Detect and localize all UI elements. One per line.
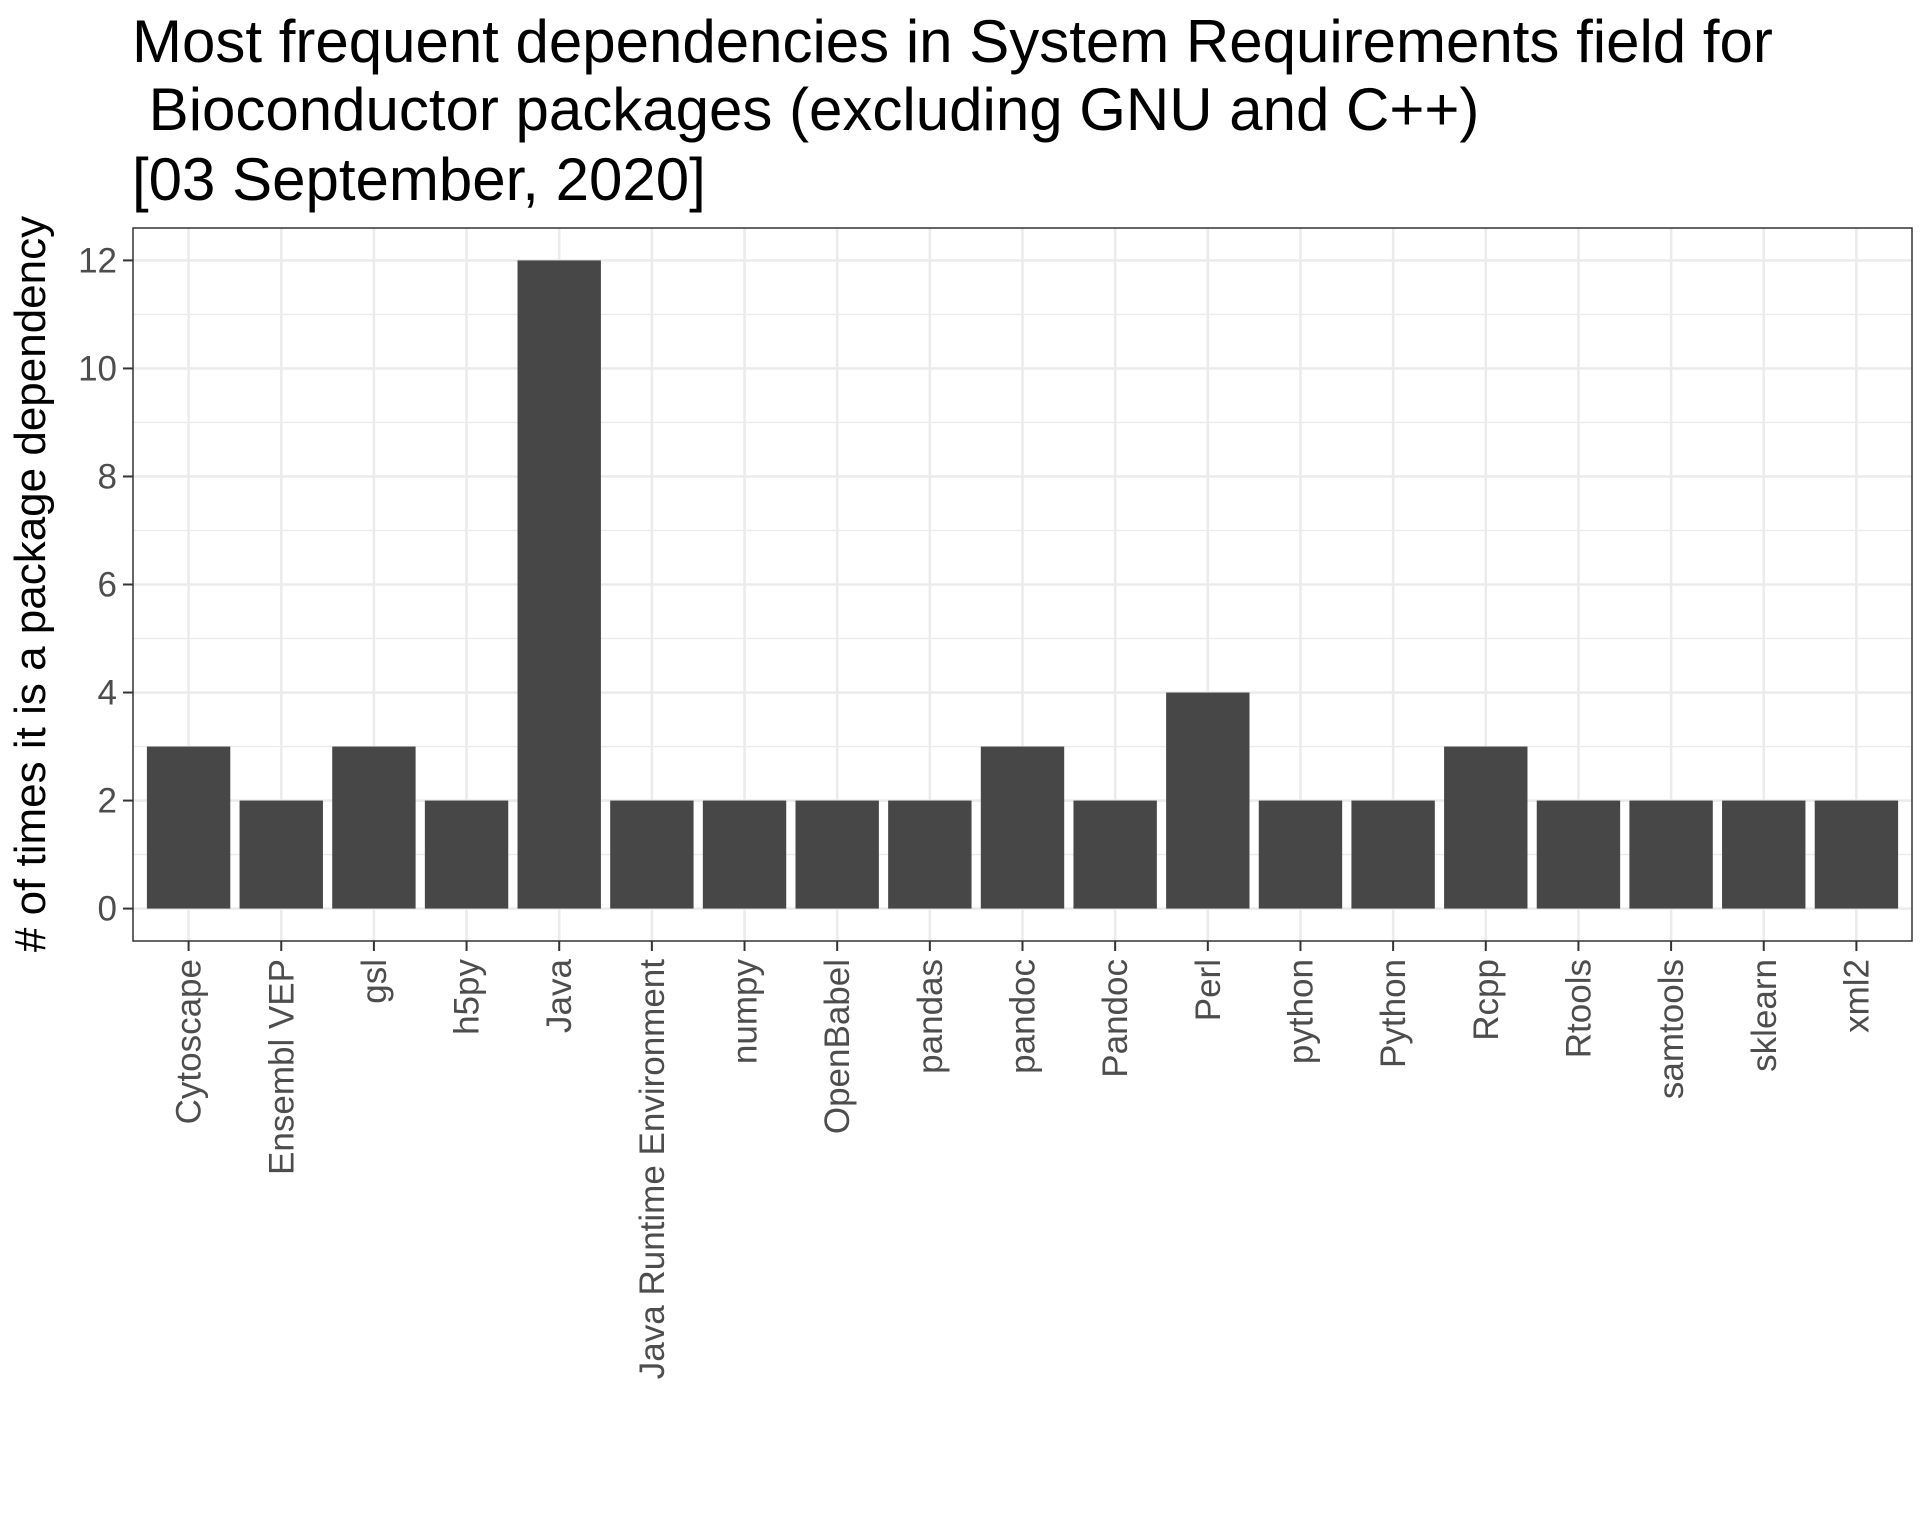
x-tick-label: Rcpp xyxy=(1467,959,1506,1041)
bar xyxy=(517,260,601,909)
y-tick-label: 6 xyxy=(98,566,117,605)
x-tick-label: numpy xyxy=(726,959,765,1065)
bar xyxy=(1629,800,1713,909)
x-tick-label: pandoc xyxy=(1004,959,1043,1074)
y-axis-label: # of times it is a package dependency xyxy=(6,216,55,952)
bar xyxy=(1166,692,1250,909)
bar xyxy=(1444,746,1528,909)
x-tick-label: Ensembl VEP xyxy=(262,959,301,1175)
x-tick-label: python xyxy=(1281,959,1320,1064)
bar xyxy=(1351,800,1435,909)
x-tick-label: Perl xyxy=(1189,959,1228,1021)
x-tick-label: Java xyxy=(540,958,579,1032)
bar xyxy=(1073,800,1157,909)
x-tick-label: Rtools xyxy=(1559,959,1598,1058)
x-tick-label: Java Runtime Environment xyxy=(633,959,672,1379)
y-tick-label: 8 xyxy=(98,457,117,496)
bar xyxy=(1814,800,1899,909)
x-tick-label: samtools xyxy=(1652,959,1691,1099)
bar xyxy=(610,800,694,909)
x-tick-label: OpenBabel xyxy=(818,959,857,1134)
bar xyxy=(702,800,787,909)
bar xyxy=(332,746,416,909)
chart-title: Most frequent dependencies in System Req… xyxy=(132,8,1773,213)
bar xyxy=(795,800,879,909)
x-tick-label: sklearn xyxy=(1745,959,1784,1072)
y-tick-label: 12 xyxy=(78,241,117,280)
bar xyxy=(424,800,509,909)
bar xyxy=(980,746,1065,909)
bar xyxy=(1722,800,1806,909)
x-tick-label: h5py xyxy=(448,959,487,1035)
chart-title-line-1: Most frequent dependencies in System Req… xyxy=(132,8,1773,75)
bar xyxy=(146,746,231,909)
x-tick-label: xml2 xyxy=(1837,959,1876,1033)
y-tick-label: 0 xyxy=(98,890,117,929)
x-tick-label: gsl xyxy=(355,959,394,1004)
x-tick-label: Python xyxy=(1374,959,1413,1068)
bars xyxy=(146,260,1899,909)
bar xyxy=(1258,800,1343,909)
x-tick-label: Cytoscape xyxy=(170,959,209,1124)
y-axis: 0 2 4 6 8 10 12 xyxy=(78,241,133,929)
x-tick-label: pandas xyxy=(911,959,950,1074)
bar xyxy=(888,800,972,909)
y-tick-label: 10 xyxy=(78,349,117,388)
x-axis: Cytoscape Ensembl VEP gsl h5py Java Java Runt… xyxy=(170,941,1876,1379)
bar xyxy=(1536,800,1621,909)
y-tick-label: 4 xyxy=(98,674,117,713)
bar xyxy=(239,800,323,909)
chart-title-line-3: [03 September, 2020] xyxy=(132,146,706,213)
x-tick-label: Pandoc xyxy=(1096,959,1135,1078)
chart-title-line-2: Bioconductor packages (excluding GNU and… xyxy=(132,76,1479,143)
y-tick-label: 2 xyxy=(98,782,117,821)
